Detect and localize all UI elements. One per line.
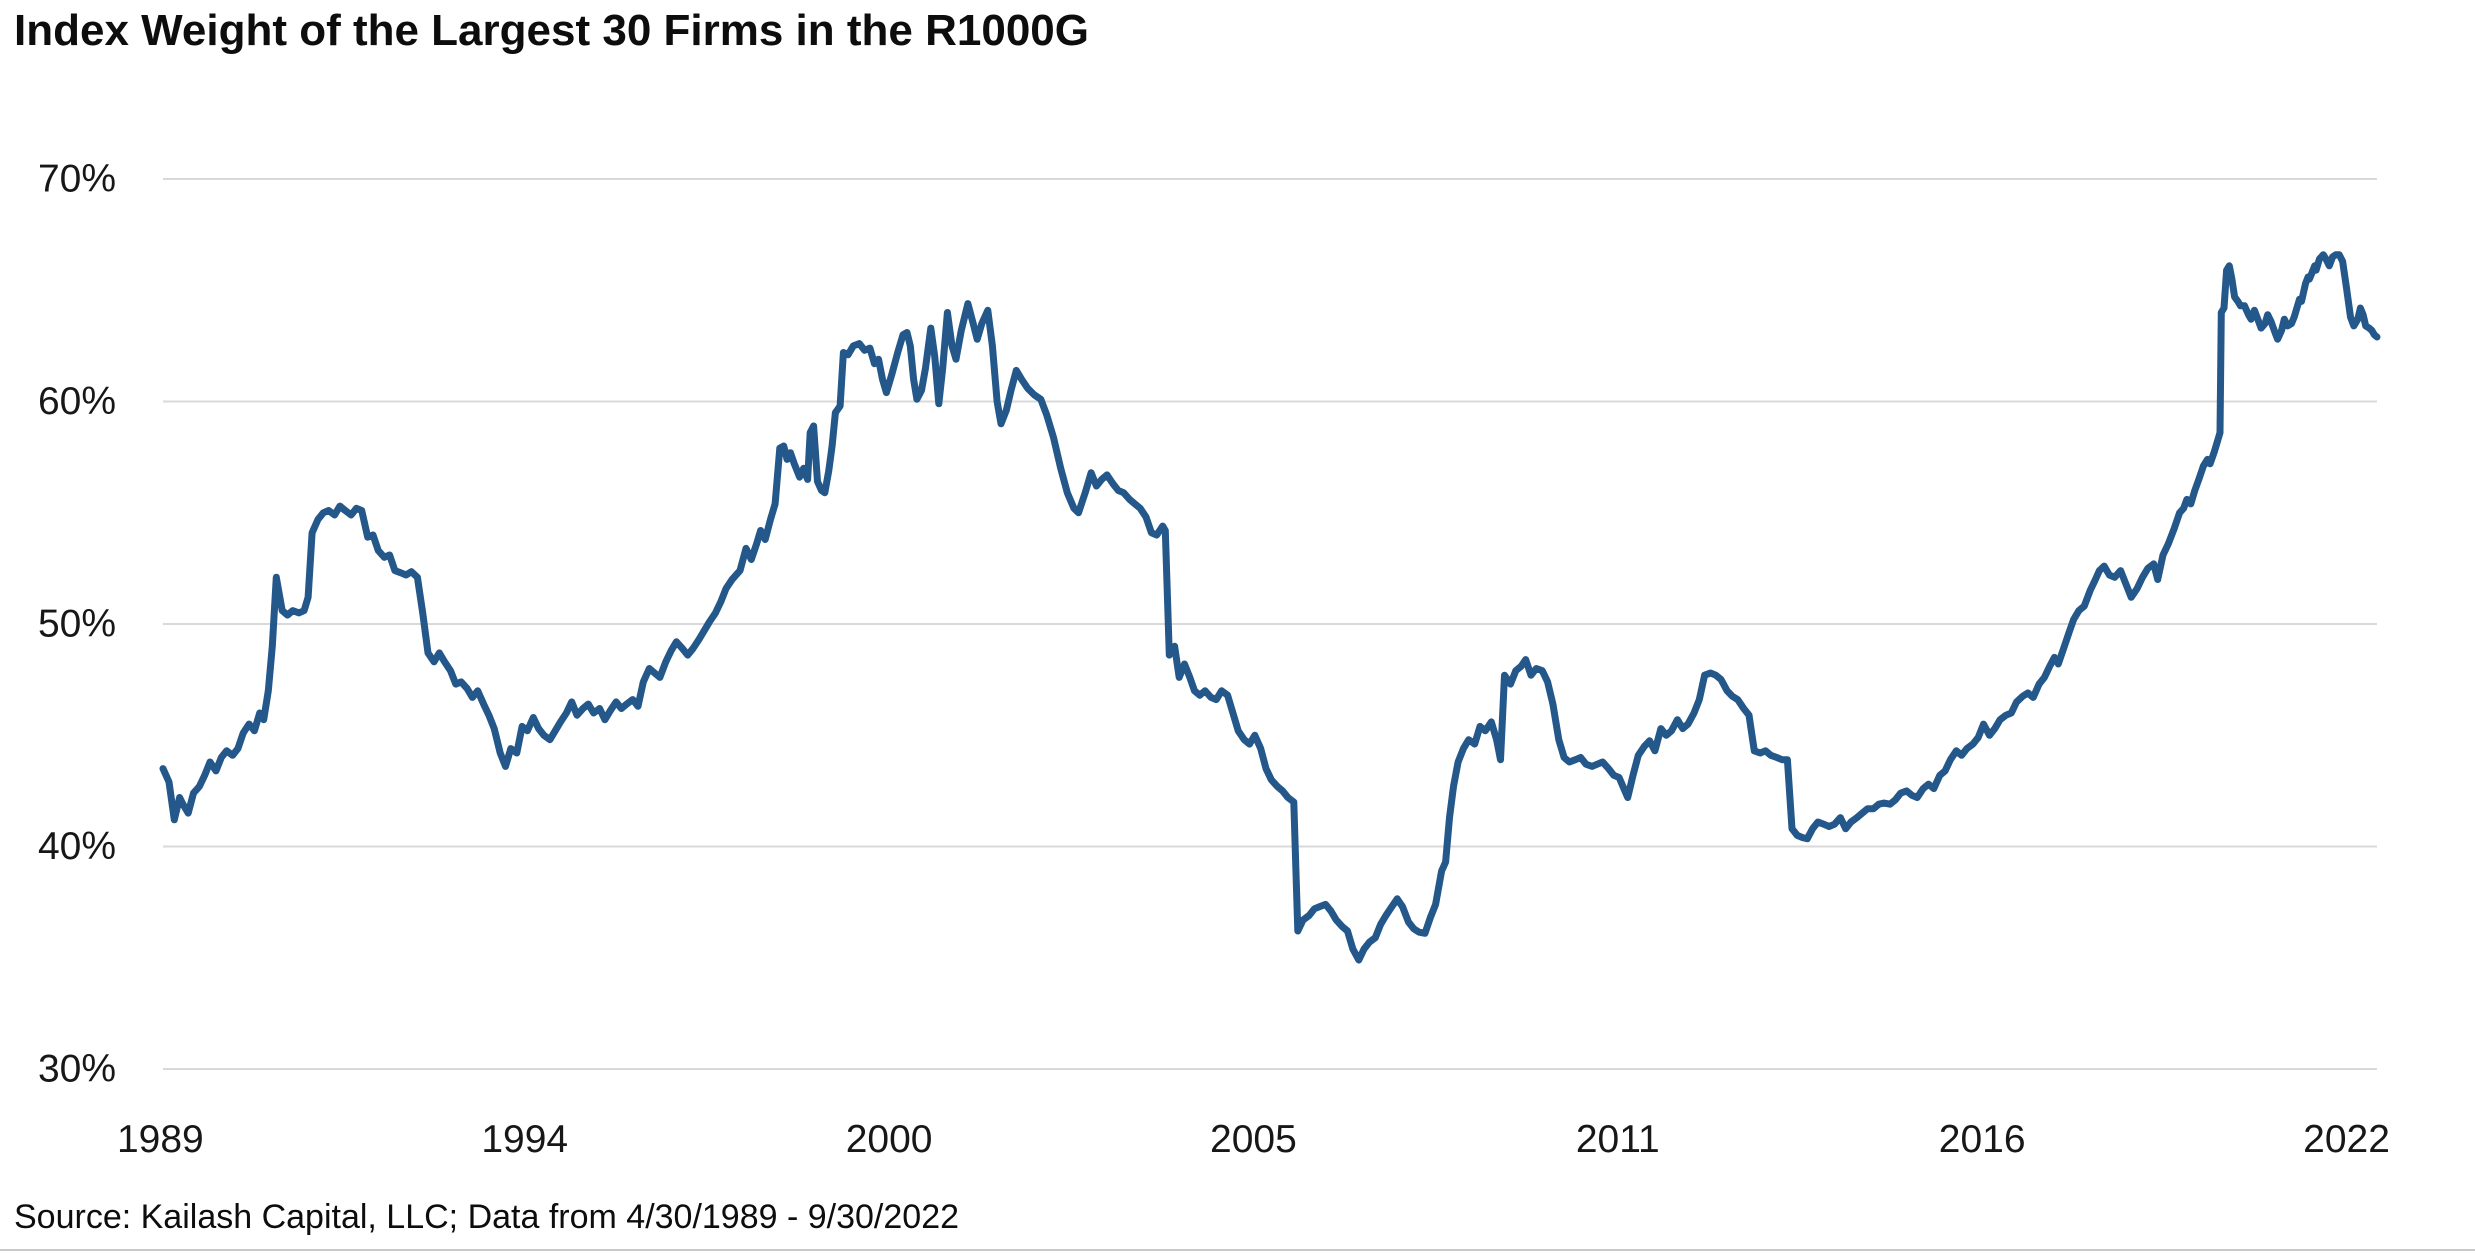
x-axis-tick-label: 2011: [1576, 1118, 1660, 1161]
x-axis-tick-label: 1989: [117, 1118, 204, 1161]
y-axis-tick-label: 60%: [38, 380, 116, 423]
chart-title: Index Weight of the Largest 30 Firms in …: [14, 6, 1089, 55]
y-axis-tick-label: 50%: [38, 603, 116, 646]
source-note: Source: Kailash Capital, LLC; Data from …: [14, 1198, 960, 1236]
x-axis-tick-label: 2016: [1939, 1118, 2026, 1161]
x-axis-tick-label: 1994: [481, 1118, 568, 1161]
bottom-divider: [0, 1249, 2475, 1251]
x-axis-tick-label: 2022: [2303, 1118, 2390, 1161]
y-axis-tick-label: 40%: [38, 825, 116, 868]
x-axis-tick-label: 2005: [1210, 1118, 1297, 1161]
y-axis-tick-label: 70%: [38, 158, 116, 201]
y-axis-tick-label: 30%: [38, 1048, 116, 1091]
x-axis-tick-label: 2000: [846, 1118, 933, 1161]
data-line-series: [159, 251, 2381, 964]
